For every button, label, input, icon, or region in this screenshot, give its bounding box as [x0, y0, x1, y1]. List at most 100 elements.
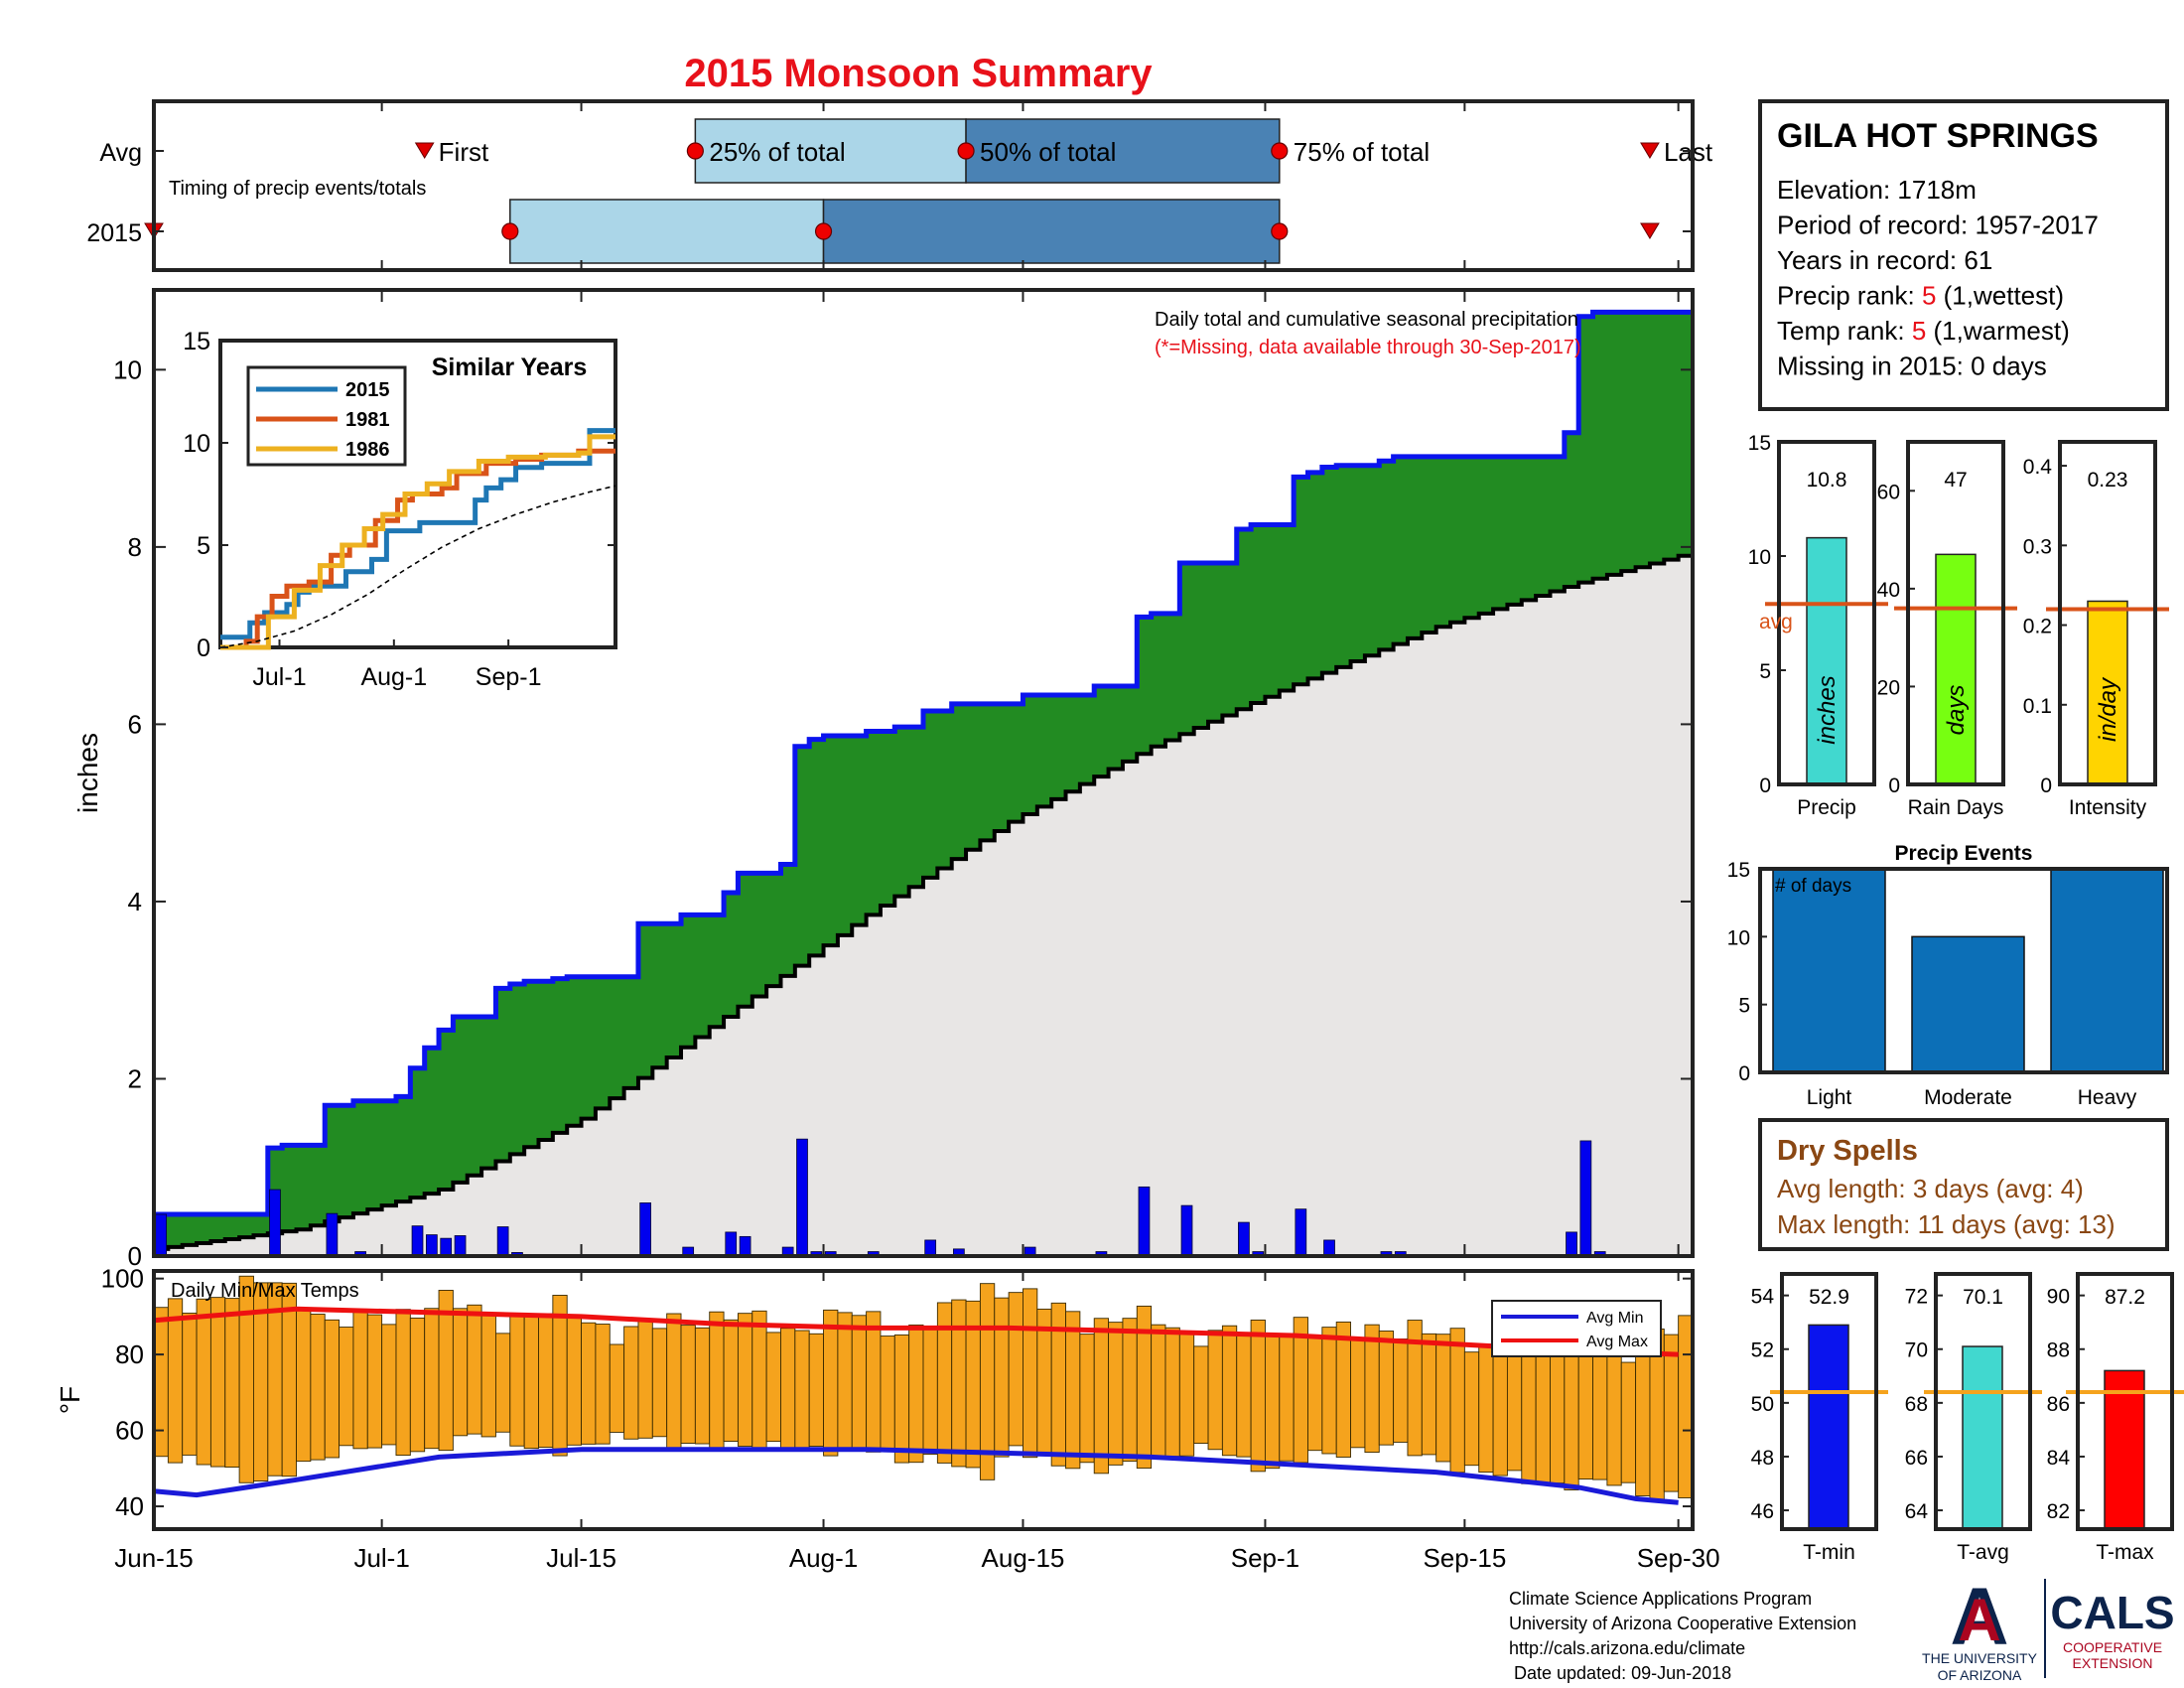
timing-y2015-q75-marker	[1271, 222, 1289, 240]
main-ytick-label: 4	[128, 887, 142, 916]
station-info-box	[1758, 99, 2169, 411]
footer-line-url[interactable]: http://cals.arizona.edu/climate	[1509, 1638, 1746, 1658]
xtick-label: Sep-15	[1423, 1543, 1506, 1573]
daily-temp-bar	[651, 1328, 668, 1438]
station-info-label: Precip rank:	[1777, 281, 1922, 311]
timing-y2015-q50-marker	[814, 222, 833, 240]
daily-temp-bar	[1478, 1343, 1494, 1474]
main-note: Daily total and cumulative seasonal prec…	[1155, 309, 1578, 331]
main-ytick-label: 6	[128, 709, 142, 739]
daily-temp-bar	[637, 1321, 653, 1439]
daily-temp-bar	[467, 1304, 482, 1435]
temp-legend	[1491, 1300, 1662, 1357]
station-info-line: Missing in 2015: 0 days	[1777, 352, 2047, 381]
daily-temp-bar	[1592, 1352, 1608, 1480]
daily-temp-bar	[395, 1309, 411, 1457]
events-title: Precip Events	[1895, 842, 2033, 865]
station-info-line: Temp rank: 5 (1,warmest)	[1777, 316, 2070, 346]
daily-temp-bar	[1635, 1337, 1651, 1496]
temp-panel-label: Daily Min/Max Temps	[171, 1280, 359, 1302]
daily-temp-bar	[1023, 1288, 1038, 1459]
stat-ytick-label: 0	[1759, 774, 1771, 797]
daily-temp-bar	[922, 1327, 938, 1456]
xtick-label: Jul-15	[546, 1543, 616, 1573]
footer-line-program: Climate Science Applications Program	[1509, 1589, 1813, 1609]
daily-temp-bar	[1008, 1292, 1024, 1447]
daily-precip-bar	[1295, 1208, 1307, 1257]
station-info-value: 5	[1922, 281, 1936, 311]
daily-temp-bar	[1421, 1333, 1437, 1456]
daily-temp-bar	[296, 1309, 312, 1463]
daily-temp-bar	[794, 1330, 810, 1449]
main-ytick-label: 10	[113, 354, 142, 384]
temp-stat-frame	[1934, 1272, 2032, 1531]
daily-temp-bar	[509, 1315, 525, 1447]
temp-stat-ytick-label: 82	[2047, 1500, 2070, 1523]
similar-ytick-label: 15	[183, 328, 210, 355]
xtick-label: Aug-1	[789, 1543, 858, 1573]
daily-temp-bar	[866, 1311, 882, 1453]
stat-panel-frame	[2058, 440, 2157, 786]
daily-precip-bar	[725, 1231, 738, 1257]
daily-precip-bar	[739, 1235, 751, 1257]
timing-y2015-q25-marker	[501, 222, 519, 240]
daily-temp-bar	[324, 1319, 341, 1459]
similar-years-line-1	[220, 448, 615, 650]
daily-precip-bar	[796, 1138, 808, 1257]
page-title: 2015 Monsoon Summary	[684, 52, 1153, 95]
stat-ytick-label: 0.3	[2023, 535, 2052, 558]
avg-min-line	[153, 1447, 1679, 1505]
daily-temp-bar	[153, 1307, 169, 1458]
daily-temp-bar	[494, 1333, 511, 1433]
station-info-label: Period of record:	[1777, 211, 1975, 240]
daily-temp-bar	[1221, 1325, 1238, 1457]
daily-precip-bar	[155, 1213, 168, 1257]
daily-temp-bar	[1065, 1311, 1081, 1470]
events-panel-frame	[1758, 867, 2169, 1074]
stat-ytick-label: 10	[1748, 546, 1771, 569]
stat-unit-label: inches	[1814, 675, 1841, 744]
events-ytick-label: 10	[1727, 926, 1750, 949]
daily-temp-bar	[1193, 1345, 1209, 1445]
station-info-label: Temp rank:	[1777, 316, 1912, 346]
timing-avg-first-triangle	[414, 142, 435, 159]
daily-temp-bar	[1492, 1340, 1508, 1477]
daily-temp-bar	[1093, 1318, 1110, 1475]
daily-temp-bar	[893, 1334, 910, 1464]
daily-temp-bar	[1293, 1317, 1308, 1464]
temp-panel-frame	[152, 1269, 1695, 1531]
daily-temp-bar	[808, 1333, 824, 1447]
temp-stat-ytick-label: 66	[1905, 1447, 1928, 1470]
ua-name-line1: THE UNIVERSITY	[1922, 1650, 2038, 1666]
stat-ytick-label: 0.4	[2023, 456, 2053, 479]
daily-temp-bar	[1279, 1334, 1295, 1462]
daily-precip-bar	[1323, 1239, 1335, 1257]
timing-label-25: 25% of total	[709, 137, 845, 167]
daily-precip-bar	[1138, 1186, 1151, 1257]
station-info-suffix: (1,warmest)	[1926, 316, 2069, 346]
main-ytick-label: 2	[128, 1063, 142, 1093]
daily-temp-bar	[1178, 1331, 1195, 1457]
station-info-value: 5	[1912, 316, 1926, 346]
xtick-label: Aug-15	[982, 1543, 1065, 1573]
daily-temp-bar	[409, 1317, 426, 1453]
temp-legend-min-label: Avg Min	[1586, 1310, 1644, 1327]
daily-temp-bar	[310, 1314, 326, 1461]
stat-bar-rain-days	[1935, 553, 1977, 785]
timing-caption: Timing of precip events/totals	[169, 178, 426, 200]
daily-temp-bar	[908, 1324, 924, 1464]
main-panel-frame	[152, 288, 1695, 1258]
main-missing-note: (*=Missing, data available through 30-Se…	[1155, 337, 1581, 358]
footer-line-date: Date updated: 09-Jun-2018	[1509, 1663, 1732, 1683]
daily-temp-bar	[723, 1319, 739, 1442]
timing-avg-q75-marker	[1271, 142, 1289, 160]
temp-stat-ytick-label: 90	[2047, 1286, 2070, 1309]
timing-panel-frame	[152, 99, 1695, 272]
daily-temp-bar	[751, 1310, 767, 1450]
temp-ylabel: °F	[55, 1386, 85, 1414]
events-bar-light	[1772, 868, 1886, 1073]
station-name: GILA HOT SPRINGS	[1777, 117, 2099, 155]
daily-temp-bar	[1577, 1349, 1593, 1480]
daily-temp-bar	[1506, 1349, 1523, 1472]
